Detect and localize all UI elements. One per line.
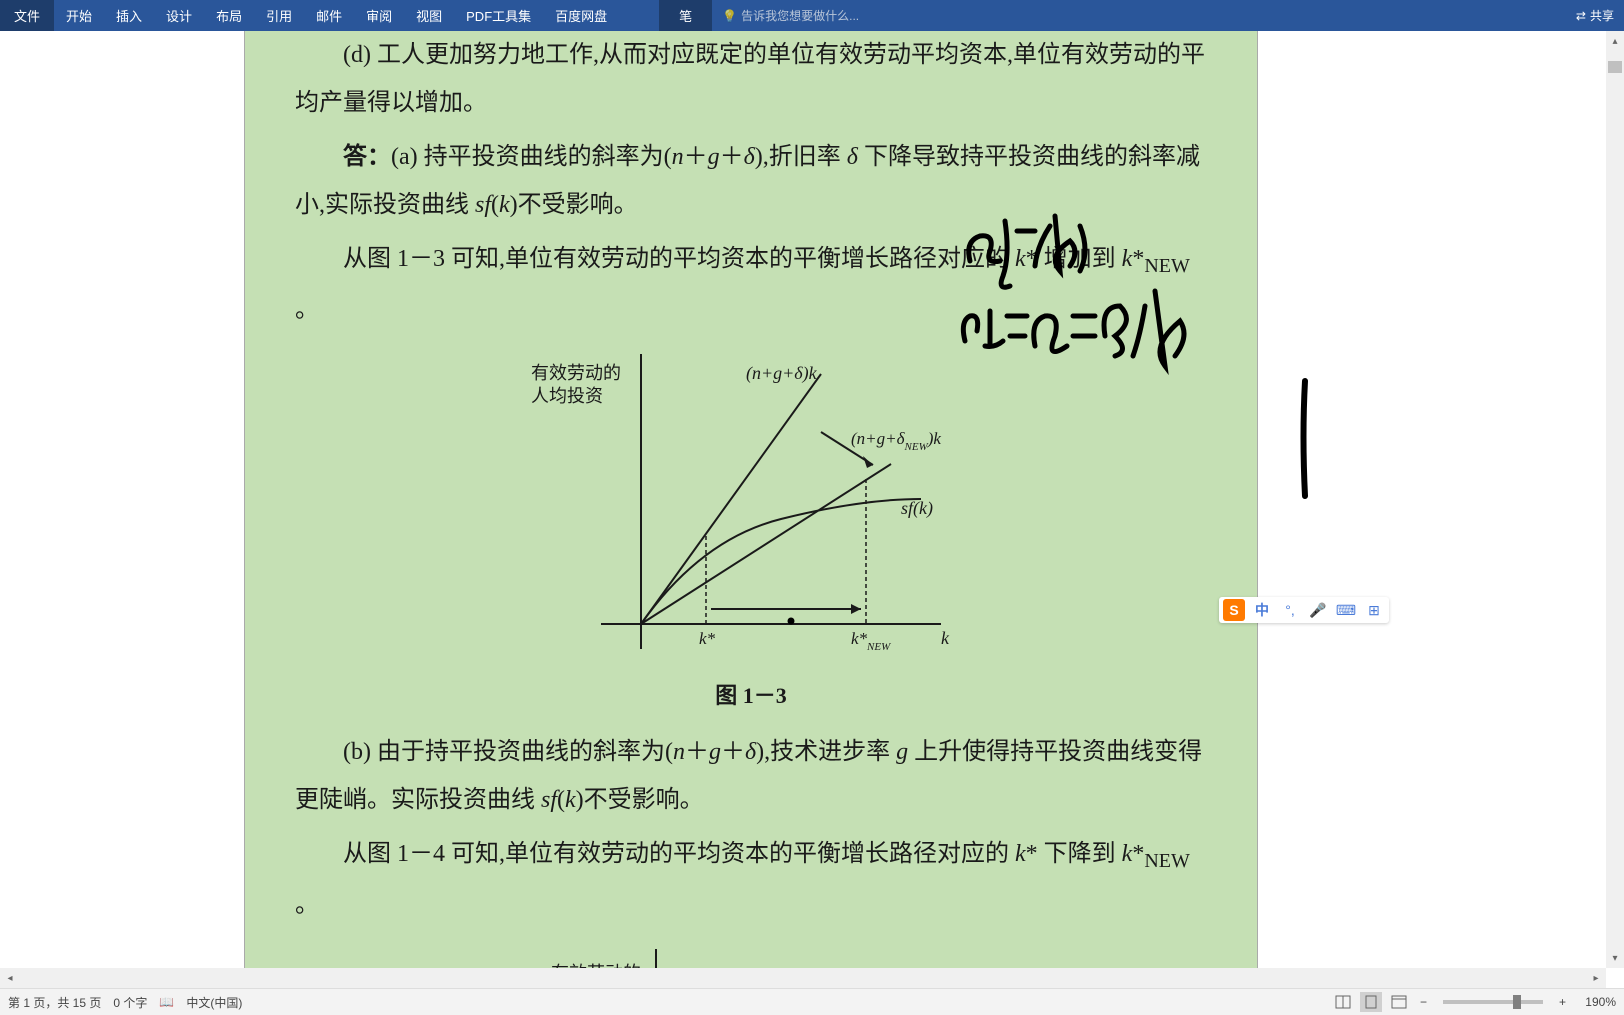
web-layout-button[interactable] — [1388, 992, 1410, 1012]
figure-1-3-title: 图 1－3 — [295, 674, 1207, 718]
sogou-icon[interactable]: S — [1223, 599, 1245, 621]
spell-check-icon[interactable]: 📖 — [159, 995, 174, 1009]
tab-insert[interactable]: 插入 — [104, 0, 154, 31]
paragraph-a1: 答：(a) 持平投资曲线的斜率为(n＋g＋δ),折旧率 δ 下降导致持平投资曲线… — [295, 133, 1207, 229]
svg-text:人均投资: 人均投资 — [531, 386, 603, 406]
print-layout-button[interactable] — [1360, 992, 1382, 1012]
svg-text:k: k — [941, 628, 950, 648]
tell-me-placeholder: 告诉我您想要做什么... — [741, 7, 859, 24]
tab-mailings[interactable]: 邮件 — [304, 0, 354, 31]
vertical-scrollbar[interactable]: ▴ ▾ — [1606, 31, 1624, 968]
share-label: 共享 — [1590, 7, 1614, 24]
svg-text:sf(k): sf(k) — [901, 498, 933, 519]
scroll-down-button[interactable]: ▾ — [1607, 950, 1623, 966]
document-area: (d) 工人更加努力地工作,从而对应既定的单位有效劳动平均资本,单位有效劳动的平… — [0, 31, 1624, 988]
paragraph-a2: 从图 1－3 可知,单位有效劳动的平均资本的平衡增长路径对应的 k* 增加到 k… — [295, 235, 1207, 334]
tab-pdf-tools[interactable]: PDF工具集 — [454, 0, 543, 31]
zoom-out-button[interactable]: − — [1416, 995, 1431, 1009]
web-layout-icon — [1391, 995, 1407, 1009]
tab-review[interactable]: 审阅 — [354, 0, 404, 31]
horizontal-scrollbar[interactable]: ◂ ▸ — [0, 968, 1606, 988]
vertical-scroll-thumb[interactable] — [1608, 61, 1622, 73]
zoom-in-button[interactable]: + — [1555, 995, 1570, 1009]
zoom-slider[interactable] — [1443, 1000, 1543, 1004]
zoom-level[interactable]: 190% — [1576, 995, 1616, 1009]
keyboard-icon[interactable]: ⌨ — [1335, 599, 1357, 621]
svg-text:(n+g+δ)k: (n+g+δ)k — [746, 363, 818, 384]
tab-view[interactable]: 视图 — [404, 0, 454, 31]
tab-file[interactable]: 文件 — [0, 0, 54, 31]
ime-toolbar[interactable]: S 中 °, 🎤 ⌨ ⊞ — [1219, 597, 1389, 623]
ime-cn-icon[interactable]: 中 — [1251, 599, 1273, 621]
word-count[interactable]: 0 个字 — [113, 994, 147, 1011]
scroll-left-button[interactable]: ◂ — [2, 970, 18, 986]
tab-design[interactable]: 设计 — [154, 0, 204, 31]
chart-figure-1-3: 有效劳动的 人均投资 (n+g+δ)k (n+g+δNEW)k sf(k) — [295, 344, 1207, 664]
status-bar: 第 1 页，共 15 页 0 个字 📖 中文(中国) − + 190% — [0, 988, 1624, 1015]
scroll-right-button[interactable]: ▸ — [1588, 970, 1604, 986]
ime-punct-icon[interactable]: °, — [1279, 599, 1301, 621]
svg-text:k*NEW: k*NEW — [851, 629, 891, 653]
tab-pen[interactable]: 笔 — [659, 0, 712, 31]
tab-baidu-netdisk[interactable]: 百度网盘 — [543, 0, 619, 31]
tab-home[interactable]: 开始 — [54, 0, 104, 31]
page-info[interactable]: 第 1 页，共 15 页 — [8, 994, 101, 1011]
paragraph-b1: (b) 由于持平投资曲线的斜率为(n＋g＋δ),技术进步率 g 上升使得持平投资… — [295, 728, 1207, 824]
read-mode-button[interactable] — [1332, 992, 1354, 1012]
tell-me-search[interactable]: 💡 告诉我您想要做什么... — [722, 7, 859, 24]
svg-text:有效劳动的: 有效劳动的 — [531, 363, 621, 383]
zoom-slider-thumb[interactable] — [1513, 995, 1521, 1009]
share-icon: ⇄ — [1576, 9, 1586, 23]
share-button[interactable]: ⇄ 共享 — [1566, 7, 1624, 24]
tab-layout[interactable]: 布局 — [204, 0, 254, 31]
page[interactable]: (d) 工人更加努力地工作,从而对应既定的单位有效劳动平均资本,单位有效劳动的平… — [244, 31, 1258, 988]
paragraph-b2: 从图 1－4 可知,单位有效劳动的平均资本的平衡增长路径对应的 k* 下降到 k… — [295, 830, 1207, 929]
lightbulb-icon: 💡 — [722, 9, 737, 23]
tab-references[interactable]: 引用 — [254, 0, 304, 31]
ime-grid-icon[interactable]: ⊞ — [1363, 599, 1385, 621]
svg-text:k*: k* — [699, 629, 716, 648]
mic-icon[interactable]: 🎤 — [1307, 599, 1329, 621]
read-mode-icon — [1335, 995, 1351, 1009]
paragraph-d: (d) 工人更加努力地工作,从而对应既定的单位有效劳动平均资本,单位有效劳动的平… — [295, 31, 1207, 127]
language-status[interactable]: 中文(中国) — [186, 994, 242, 1011]
print-layout-icon — [1363, 995, 1379, 1009]
ribbon: 文件 开始 插入 设计 布局 引用 邮件 审阅 视图 PDF工具集 百度网盘 笔… — [0, 0, 1624, 31]
solow-diagram: 有效劳动的 人均投资 (n+g+δ)k (n+g+δNEW)k sf(k) — [521, 344, 981, 664]
ink-stroke-vertical — [1290, 376, 1320, 506]
svg-text:(n+g+δNEW)k: (n+g+δNEW)k — [851, 429, 941, 453]
scroll-up-button[interactable]: ▴ — [1607, 33, 1623, 49]
